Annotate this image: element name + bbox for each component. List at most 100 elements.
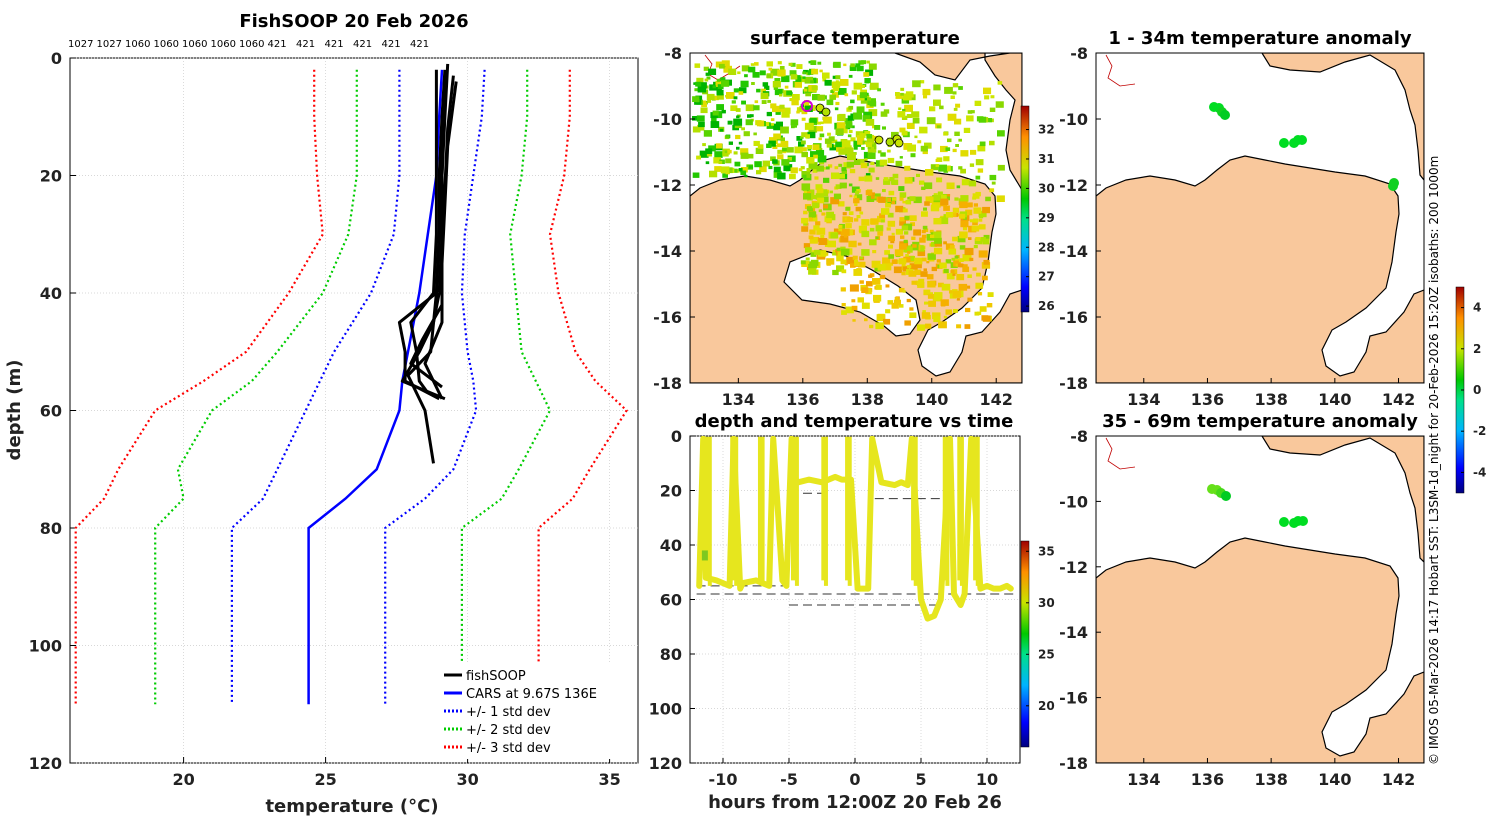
anomaly-upper-point: [1279, 138, 1289, 148]
sst-pixel: [808, 60, 812, 64]
sst-pixel: [904, 246, 913, 253]
sst-pixel: [836, 265, 845, 272]
sst-pixel: [708, 68, 717, 75]
sst-pixel: [712, 85, 717, 89]
sst-pixel: [912, 244, 917, 248]
sst-pixel: [904, 320, 911, 326]
sst-pixel: [811, 195, 817, 200]
sst-pixel: [919, 180, 925, 185]
sst-pixel: [939, 217, 949, 225]
sst-pixel: [923, 268, 927, 272]
sst-pixel: [909, 215, 917, 222]
sst-pixel: [866, 60, 870, 64]
sst-pixel: [943, 131, 948, 136]
sst-pixel: [855, 190, 859, 194]
sst-pixel: [984, 95, 990, 100]
sst-pixel: [977, 145, 986, 152]
sst-pixel: [748, 66, 756, 73]
sst-pixel: [933, 218, 942, 225]
sst-pixel: [869, 324, 874, 329]
sst-pixel: [879, 274, 886, 280]
anomaly-upper-y-tick-label: -12: [1059, 176, 1088, 195]
sst-pixel: [770, 68, 780, 76]
sst-pixel: [794, 146, 803, 154]
sst-pixel: [947, 138, 952, 143]
sst-pixel: [844, 217, 849, 221]
sst-pixel: [767, 100, 771, 103]
time-series-colorbar-tick-label: 20: [1038, 699, 1055, 713]
sst-pixel: [801, 140, 806, 145]
profile-series: [74, 69, 629, 705]
anomaly-lower-y-tick-label: -16: [1059, 689, 1088, 708]
sst-pixel: [989, 174, 997, 181]
sst-pixel: [791, 99, 799, 106]
profile-grid: [70, 57, 638, 764]
sst-pixel: [835, 141, 843, 148]
profile-top-labels: 1027 1027 1060 1060 1060 1060 1060 421 421 421 421…: [68, 39, 429, 50]
sst-pixel: [840, 228, 850, 236]
sst-pixel: [989, 107, 996, 112]
sst-pixel: [885, 284, 890, 288]
sst-pixel: [848, 105, 854, 110]
sst-pixel: [828, 164, 833, 168]
sst-pixel: [835, 128, 844, 135]
sst-map-title: surface temperature: [750, 28, 960, 49]
anomaly-colorbar-tick-label: -2: [1473, 424, 1486, 438]
sst-pixel: [966, 202, 973, 208]
sst-pixel: [969, 219, 974, 223]
sst-pixel: [779, 104, 785, 109]
sst-pixel: [936, 259, 941, 263]
sst-pixel: [803, 222, 808, 226]
sst-pixel: [859, 211, 864, 215]
sst-pixel: [923, 207, 927, 211]
sst-pixel: [885, 202, 891, 208]
sst-pixel: [883, 179, 891, 185]
sst-pixel: [857, 140, 863, 145]
sst-pixel: [800, 166, 805, 170]
sst-pixel: [958, 138, 962, 142]
sst-map-y-tick-label: -12: [653, 176, 682, 195]
sst-pixel: [733, 88, 739, 93]
sst-pixel: [923, 228, 929, 232]
time-series-x-tick-label: -5: [780, 770, 798, 789]
sst-pixel: [890, 240, 895, 244]
time-series-colorbar-tick-label: 35: [1038, 544, 1055, 558]
sst-pixel: [830, 139, 836, 144]
sst-pixel: [768, 67, 773, 71]
sst-pixel: [864, 158, 868, 161]
sst-pixel: [808, 268, 817, 275]
sst-pixel: [803, 88, 808, 92]
anomaly-lower-x-tick-label: 136: [1191, 770, 1224, 789]
sst-pixel: [986, 303, 993, 308]
sst-pixel: [692, 126, 701, 133]
sst-pixel: [918, 245, 924, 250]
sst-pixel: [904, 165, 911, 171]
sst-pixel: [859, 133, 866, 138]
sst-pixel: [841, 140, 851, 148]
sst-pixel: [944, 86, 953, 94]
sst-pixel: [720, 77, 726, 82]
profile-y-tick-label: 20: [40, 167, 62, 186]
sst-pixel: [947, 113, 957, 121]
sst-pixel: [836, 255, 844, 262]
sst-pixel: [858, 60, 864, 65]
sst-pixel: [862, 140, 867, 144]
sst-pixel: [887, 157, 895, 164]
sst-pixel: [718, 161, 723, 164]
sst-pixel: [835, 101, 840, 106]
sst-pixel: [839, 79, 849, 86]
sst-pixel: [801, 226, 809, 232]
sst-pixel: [815, 184, 823, 190]
sst-pixel: [774, 88, 783, 96]
sst-pixel: [917, 282, 925, 288]
sst-pixel: [798, 168, 803, 172]
sst-pixel: [743, 131, 750, 137]
sst-pixel: [706, 93, 715, 101]
sst-pixel: [901, 97, 910, 104]
sst-pixel: [909, 196, 916, 202]
sst-pixel: [975, 237, 981, 241]
sst-pixel: [901, 130, 908, 136]
sst-pixel: [903, 256, 911, 263]
sst-pixel: [781, 75, 790, 83]
time-series-colorbar-tick-label: 25: [1038, 647, 1055, 661]
